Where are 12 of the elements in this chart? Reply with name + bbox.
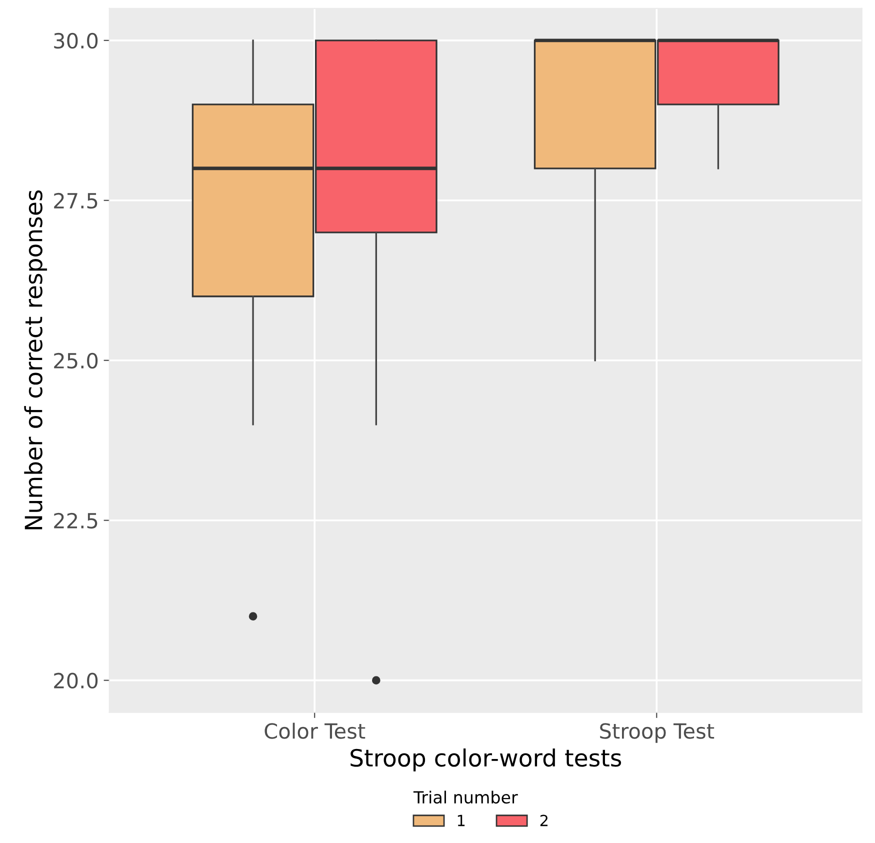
legend-title: Trial number [413,790,518,804]
legend-label: 2 [540,814,548,826]
y-axis-title: Number of correct responses [24,190,48,530]
x-tick-label: Color Test [264,722,366,739]
x-tick-label: Stroop Test [600,723,714,743]
x-axis-title: Stroop color-word tests [350,748,622,772]
y-tick-label: 27.5 [54,192,98,209]
y-tick-label: 22.5 [54,512,98,529]
y-tick-label: 30.0 [54,32,98,49]
y-tick-label: 25.0 [54,352,98,369]
legend-label: 1 [458,814,465,826]
y-tick-label: 20.0 [54,672,98,689]
